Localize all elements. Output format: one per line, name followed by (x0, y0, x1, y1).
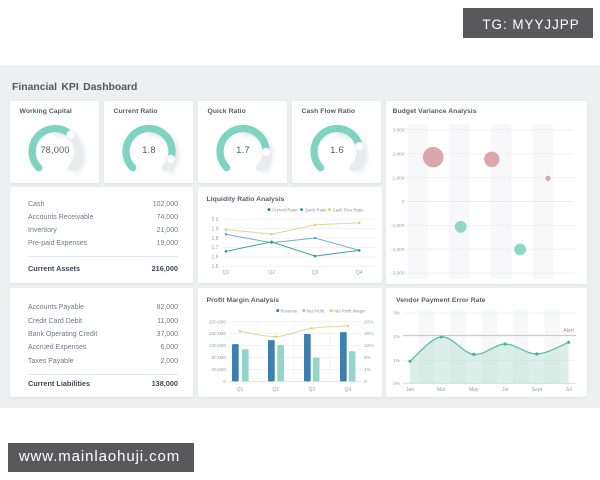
svg-text:0: 0 (364, 379, 367, 385)
svg-text:1.7: 1.7 (212, 245, 219, 251)
svg-text:Quick Ratio: Quick Ratio (305, 207, 327, 212)
svg-text:Mar: Mar (437, 387, 446, 393)
svg-text:Net Profit Margin: Net Profit Margin (334, 308, 366, 313)
svg-text:Revenue: Revenue (281, 308, 298, 313)
svg-text:Q2: Q2 (273, 387, 280, 393)
svg-text:78,000: 78,000 (40, 144, 69, 154)
svg-text:1.6: 1.6 (330, 144, 344, 155)
svg-text:Q1: Q1 (237, 387, 244, 393)
svg-text:120,000: 120,000 (209, 343, 227, 349)
svg-text:-2,000: -2,000 (391, 246, 405, 252)
svg-text:1.8: 1.8 (212, 236, 219, 242)
svg-text:200,000: 200,000 (209, 319, 227, 325)
svg-text:0: 0 (223, 379, 226, 385)
svg-text:Alert: Alert (563, 328, 574, 334)
svg-text:160,000: 160,000 (209, 331, 227, 337)
svg-text:1,000: 1,000 (392, 175, 404, 181)
svg-text:May: May (469, 387, 479, 393)
svg-text:1%: 1% (393, 358, 401, 364)
svg-text:2.0: 2.0 (212, 217, 219, 223)
svg-text:4%: 4% (364, 367, 372, 373)
svg-text:12%: 12% (364, 343, 374, 349)
svg-text:0: 0 (402, 199, 405, 205)
svg-text:1.6: 1.6 (212, 255, 219, 261)
svg-text:Q2: Q2 (268, 270, 275, 276)
svg-text:3,000: 3,000 (392, 127, 404, 133)
svg-text:80,000: 80,000 (211, 355, 226, 361)
svg-text:Q4: Q4 (344, 387, 351, 393)
svg-text:Q4: Q4 (356, 270, 363, 276)
svg-text:Jan: Jan (406, 387, 414, 393)
svg-text:3%: 3% (393, 311, 401, 317)
svg-text:1.7: 1.7 (236, 144, 250, 155)
svg-text:Current Ratio: Current Ratio (272, 207, 298, 212)
svg-text:Q3: Q3 (308, 387, 315, 393)
svg-text:1.5: 1.5 (212, 264, 219, 270)
svg-text:16%: 16% (364, 331, 374, 337)
svg-text:Sept: Sept (532, 387, 543, 393)
svg-text:2%: 2% (393, 334, 401, 340)
svg-text:Jul: Jul (502, 387, 508, 393)
svg-text:-1,000: -1,000 (391, 223, 405, 229)
svg-text:20%: 20% (364, 319, 374, 325)
svg-text:Net Profit: Net Profit (307, 308, 325, 313)
svg-text:40,000: 40,000 (211, 367, 226, 373)
svg-text:0%: 0% (393, 381, 401, 387)
svg-text:1.9: 1.9 (212, 226, 219, 232)
svg-text:8%: 8% (364, 355, 372, 361)
svg-text:1.8: 1.8 (142, 144, 156, 155)
svg-text:Q1: Q1 (223, 270, 230, 276)
svg-text:-3,000: -3,000 (391, 270, 405, 276)
svg-text:2,000: 2,000 (392, 151, 404, 157)
svg-text:Jul: Jul (565, 387, 571, 393)
svg-text:Cash Flow Ratio: Cash Flow Ratio (333, 207, 364, 212)
svg-text:Q3: Q3 (312, 270, 319, 276)
